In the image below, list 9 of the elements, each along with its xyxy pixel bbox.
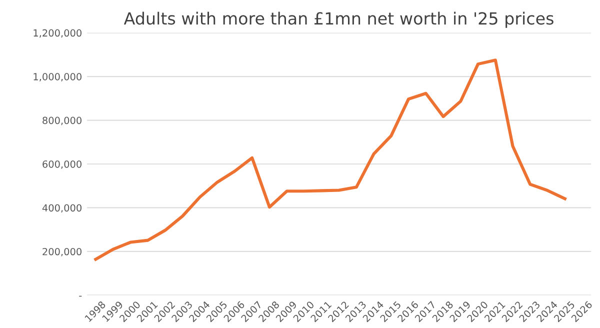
y-tick-label: - (79, 296, 82, 297)
y-tick-label: 600,000 (42, 160, 82, 169)
y-tick-label: 200,000 (42, 248, 82, 256)
y-tick-label: 800,000 (42, 116, 82, 126)
y-tick-label: 1,000,000 (34, 73, 82, 82)
chart-title: Adults with more than £1mn net worth in '25 prices (124, 12, 554, 28)
line-series (94, 58, 566, 261)
y-tick-label: 1,200,000 (34, 29, 82, 38)
y-tick-label: 400,000 (42, 204, 82, 213)
